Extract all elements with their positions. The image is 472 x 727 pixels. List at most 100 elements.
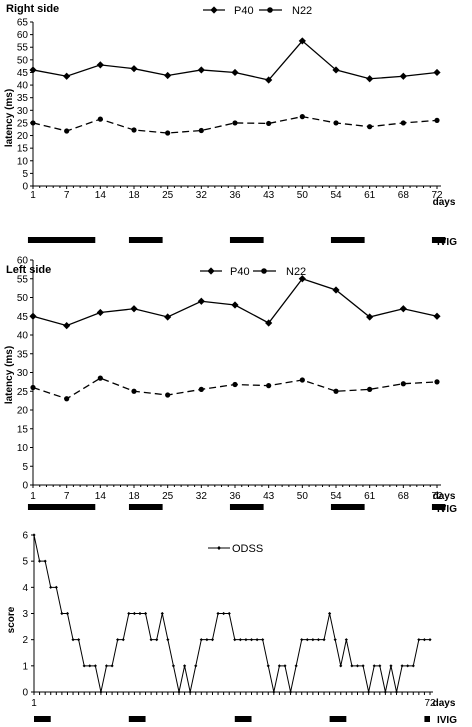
data-point-odss	[82, 664, 86, 668]
data-point-odss	[305, 638, 309, 642]
data-point-p40	[29, 312, 37, 320]
data-point-odss	[60, 611, 64, 616]
y-tick-label: 40	[17, 81, 29, 92]
x-tick-label: 25	[162, 190, 174, 201]
x-tick-label: 50	[297, 190, 309, 201]
ivig-bar	[128, 716, 146, 722]
legend: ODSS	[208, 543, 263, 555]
ivig-bar	[431, 504, 446, 510]
data-point-p40	[298, 275, 306, 283]
x-tick-label: 18	[128, 491, 140, 502]
data-point-odss	[339, 664, 343, 668]
plot-area: 0 5 10 15 20 25 30 35 40 45 50 55 60 1 7 14 18 25 32 36 43 50…	[17, 256, 446, 510]
data-point-odss	[205, 638, 209, 642]
data-point-odss	[49, 585, 53, 589]
y-tick-label: 40	[17, 331, 29, 342]
x-tick-label: 32	[196, 190, 208, 201]
data-point-odss	[311, 638, 315, 642]
data-point-p40	[231, 68, 239, 77]
data-point-odss	[344, 638, 348, 642]
ivig-bar	[34, 716, 51, 722]
data-point-odss	[394, 690, 399, 694]
data-point-p40	[130, 65, 138, 73]
data-point-odss	[171, 664, 176, 668]
data-point-odss	[182, 664, 187, 668]
data-point-p40	[366, 75, 374, 83]
data-point-n22	[367, 386, 373, 392]
x-axis-title: days	[433, 491, 456, 502]
legend-marker-p40	[210, 6, 218, 14]
legend-label-n22: N22	[292, 5, 312, 17]
ivig-bar	[329, 716, 347, 722]
x-tick-label: 72	[424, 698, 436, 709]
data-point-odss	[372, 664, 376, 668]
data-point-odss	[333, 638, 337, 642]
data-point-p40	[265, 76, 273, 84]
data-point-odss	[227, 611, 231, 616]
x-tick-label: 54	[330, 190, 342, 201]
y-tick-label: 0	[22, 182, 28, 193]
x-tick-label: 36	[229, 190, 241, 201]
data-point-odss	[406, 664, 410, 668]
data-point-odss	[422, 638, 427, 642]
data-point-odss	[316, 638, 321, 642]
data-point-odss	[216, 611, 220, 616]
x-tick-label: 7	[64, 190, 70, 201]
legend-marker-n22	[267, 7, 273, 13]
y-tick-label: 30	[17, 368, 29, 379]
legend-label-p40: P40	[230, 266, 250, 278]
data-point-odss	[177, 690, 181, 694]
y-tick-label: 60	[17, 30, 29, 41]
data-point-odss	[322, 638, 326, 642]
legend-series-icons	[203, 6, 282, 14]
y-tick-label: 4	[22, 583, 28, 594]
ivig-label: IVIG	[437, 237, 457, 248]
data-point-p40	[96, 308, 104, 317]
series-line-n22	[32, 377, 438, 400]
y-tick-label: 45	[17, 68, 29, 79]
y-tick-label: 0	[22, 481, 28, 492]
data-point-p40	[197, 297, 205, 305]
data-point-n22	[232, 381, 238, 388]
data-point-odss	[244, 638, 248, 642]
x-tick-label: 14	[95, 491, 107, 502]
data-point-p40	[130, 305, 138, 313]
y-tick-label: 55	[17, 43, 29, 54]
data-point-odss	[155, 638, 159, 642]
data-point-p40	[96, 61, 104, 69]
data-point-odss	[65, 611, 70, 616]
x-tick-label: 68	[398, 491, 410, 502]
data-point-n22	[165, 392, 171, 398]
ivig-bar	[229, 237, 264, 243]
legend-label-odss: ODSS	[232, 543, 263, 555]
panel-left-side: Left side P40 N22 latency (ms) 0 5 10 15 20 2…	[4, 256, 457, 516]
x-tick-label: 18	[128, 190, 140, 201]
data-point-odss	[149, 638, 153, 642]
legend-label-n22: N22	[286, 266, 306, 278]
ivig-bar	[128, 237, 163, 243]
x-tick-label: 1	[30, 491, 36, 502]
y-tick-label: 65	[17, 18, 29, 29]
legend-marker-odss	[217, 546, 221, 550]
y-tick-label: 1	[22, 661, 28, 672]
y-tick-label: 25	[17, 118, 29, 129]
legend-series-icons	[208, 546, 230, 550]
data-point-p40	[164, 313, 172, 321]
x-tick-label: 43	[263, 491, 275, 502]
data-point-odss	[300, 638, 304, 642]
y-tick-label: 35	[17, 93, 29, 104]
x-tick-label: 72	[431, 491, 443, 502]
data-point-n22	[97, 375, 103, 381]
panel-title: Left side	[6, 264, 51, 276]
data-point-odss	[328, 611, 332, 616]
data-point-p40	[399, 305, 407, 313]
x-axis-title: days	[433, 197, 456, 208]
data-point-odss	[288, 690, 293, 694]
panel-title: Right side	[6, 3, 59, 15]
data-point-p40	[231, 301, 239, 309]
data-point-n22	[131, 127, 137, 133]
